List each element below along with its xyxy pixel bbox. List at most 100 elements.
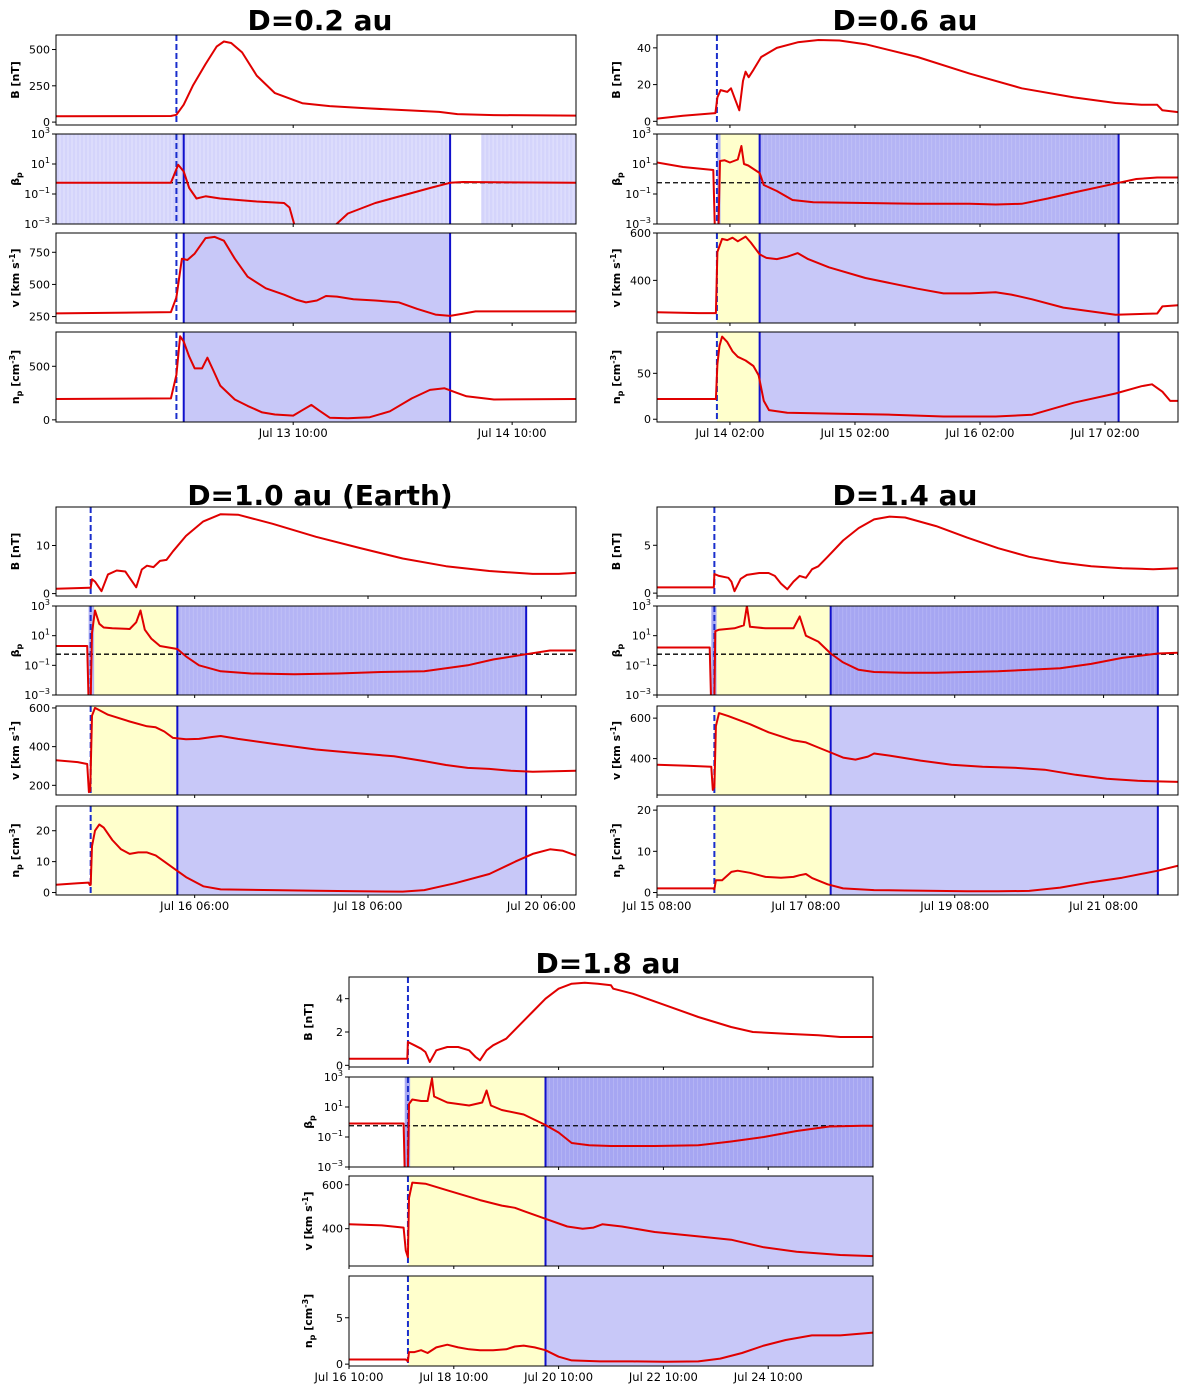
- p10-v-curve: [56, 706, 576, 794]
- p06-beta-ylabel: βp: [610, 172, 625, 186]
- p14-B-ytick-label: 5: [644, 539, 651, 552]
- p02-mc-region: [183, 332, 451, 422]
- p18-beta-curve-segment: [406, 1077, 873, 1167]
- p10-B-ytick-label: 10: [36, 539, 50, 552]
- p10-xtick-label: Jul 20 06:00: [506, 899, 576, 913]
- p06-xtick-label: Jul 14 02:00: [694, 426, 764, 440]
- p14-mc-region: [830, 806, 1158, 895]
- p18-B-axes-frame: [348, 976, 874, 1068]
- p06-B-ylabel: B [nT]: [610, 61, 623, 99]
- p14-B-ytick-label: 0: [644, 587, 651, 600]
- p06-np-curve: [657, 335, 1178, 418]
- p06-beta-curve-segment: [717, 145, 1178, 224]
- p14-B-axes-frame: [656, 506, 1179, 597]
- p10-beta-curve: [56, 645, 90, 695]
- p10-np-ytick-label: 0: [43, 887, 50, 900]
- p14-panel-v: 400 600 v [km s-1]: [609, 705, 1179, 796]
- p02-beta-mc-region: [56, 134, 451, 224]
- p02-v-ytick-label: 500: [29, 278, 50, 291]
- p06-xtick-label: Jul 15 02:00: [819, 426, 889, 440]
- p10-np-curve: [56, 823, 576, 893]
- p02-B-ytick-label: 500: [29, 44, 50, 57]
- p10-sheath-region: [90, 606, 178, 695]
- p02-panel-np: 0 500 np [cm-3]: [8, 331, 577, 427]
- p06-v-ylabel: v [km s-1]: [609, 248, 624, 307]
- p10-mc-region: [177, 706, 527, 795]
- p02-np-ylabel: np [cm-3]: [8, 350, 24, 404]
- p14-beta-ytick-label: 101: [632, 628, 651, 643]
- p06-title: D=0.6 au: [833, 4, 978, 37]
- p06-xtick-label: Jul 16 02:00: [945, 426, 1015, 440]
- p02-B-ytick-label: 0: [43, 116, 50, 129]
- p14-v-axes-frame: [656, 705, 1179, 796]
- p10-beta-mc-region: [177, 606, 527, 695]
- chart-p02: D=0.2 au 0 250 500 B [nT] 10−3 10−1 101 103 βp 250…: [8, 4, 577, 440]
- p10-sheath-region: [90, 806, 178, 895]
- p10-mc-region: [177, 806, 527, 895]
- p18-beta-ytick-label: 101: [324, 1099, 343, 1114]
- p18-B-ylabel: B [nT]: [302, 1003, 315, 1041]
- p18-panel-B: 0 2 4 B [nT]: [302, 976, 874, 1072]
- p10-beta-ytick-label: 103: [31, 598, 50, 613]
- p18-beta-axes-frame: [348, 1076, 874, 1168]
- p06-v-ytick-label: 400: [630, 274, 651, 287]
- p06-beta-ytick-label: 101: [632, 156, 651, 171]
- p14-sheath-region: [714, 606, 831, 695]
- p02-v-ytick-label: 250: [29, 311, 50, 324]
- p06-sheath-region: [716, 134, 760, 224]
- p18-xtick-label: Jul 22 10:00: [628, 1370, 698, 1384]
- p02-panel-beta: 10−3 10−1 101 103 βp: [9, 126, 577, 231]
- p14-v-ylabel: v [km s-1]: [609, 721, 624, 780]
- p02-np-axes-frame: [55, 331, 577, 423]
- p14-v-curve: [657, 712, 1178, 791]
- p10-np-axes-frame: [55, 805, 577, 896]
- p02-xtick-label: Jul 14 10:00: [477, 426, 547, 440]
- p14-beta-mc-region: [830, 606, 1158, 695]
- p18-B-curve: [349, 981, 873, 1063]
- p14-mc-region: [830, 706, 1158, 795]
- p06-v-ytick-label: 600: [630, 227, 651, 240]
- p02-beta-axes-frame: [55, 133, 577, 225]
- p14-sheath-region: [714, 806, 831, 895]
- p06-np-axes-frame: [656, 331, 1179, 423]
- p14-beta-axes-frame: [656, 605, 1179, 696]
- p14-np-ytick-label: 0: [644, 887, 651, 900]
- p18-beta-curve: [349, 1122, 406, 1167]
- p14-beta-ytick-label: 10−1: [625, 657, 651, 672]
- p10-sheath-region: [90, 706, 178, 795]
- p18-B-ytick-label: 0: [336, 1059, 343, 1072]
- p18-np-axes-frame: [348, 1275, 874, 1367]
- p10-panel-B: 0 10 B [nT]: [9, 506, 577, 601]
- p18-mc-region: [545, 1276, 873, 1366]
- p06-panel-beta: 10−3 10−1 101 103 βp: [610, 126, 1179, 231]
- p10-np-ytick-label: 10: [36, 856, 50, 869]
- p10-v-axes-frame: [55, 705, 577, 796]
- p06-np-ytick-label: 0: [644, 413, 651, 426]
- p06-beta-ytick-label: 10−3: [625, 216, 651, 231]
- p02-v-ytick-label: 750: [29, 246, 50, 259]
- p02-v-axes-frame: [55, 232, 577, 324]
- p18-panel-v: 400 600 v [km s-1]: [301, 1175, 874, 1267]
- p02-beta-ytick-label: 10−3: [24, 216, 50, 231]
- p14-np-ytick-label: 10: [637, 845, 651, 858]
- p18-panel-beta: 10−3 10−1 101 103 βp: [302, 1069, 874, 1174]
- p10-beta-axes-frame: [55, 605, 577, 696]
- p06-sheath-region: [716, 332, 760, 422]
- p18-sheath-region: [407, 1077, 546, 1167]
- p18-np-ytick-label: 5: [336, 1312, 343, 1325]
- p14-beta-curve: [657, 646, 712, 695]
- p18-np-ylabel: np [cm-3]: [301, 1294, 317, 1348]
- p18-v-ytick-label: 600: [322, 1179, 343, 1192]
- p02-beta-ylabel: βp: [9, 172, 24, 186]
- p02-panel-v: 250 500 750 v [km s-1]: [8, 232, 577, 324]
- p02-B-axes-frame: [55, 34, 577, 126]
- p14-B-ylabel: B [nT]: [610, 533, 623, 571]
- p18-xtick-label: Jul 18 10:00: [418, 1370, 488, 1384]
- p14-beta-ytick-label: 103: [632, 598, 651, 613]
- p10-beta-ytick-label: 101: [31, 628, 50, 643]
- p18-sheath-region: [407, 1176, 546, 1266]
- p10-v-ylabel: v [km s-1]: [8, 721, 23, 780]
- p14-xtick-label: Jul 21 08:00: [1068, 899, 1138, 913]
- p02-beta-ytick-label: 101: [31, 156, 50, 171]
